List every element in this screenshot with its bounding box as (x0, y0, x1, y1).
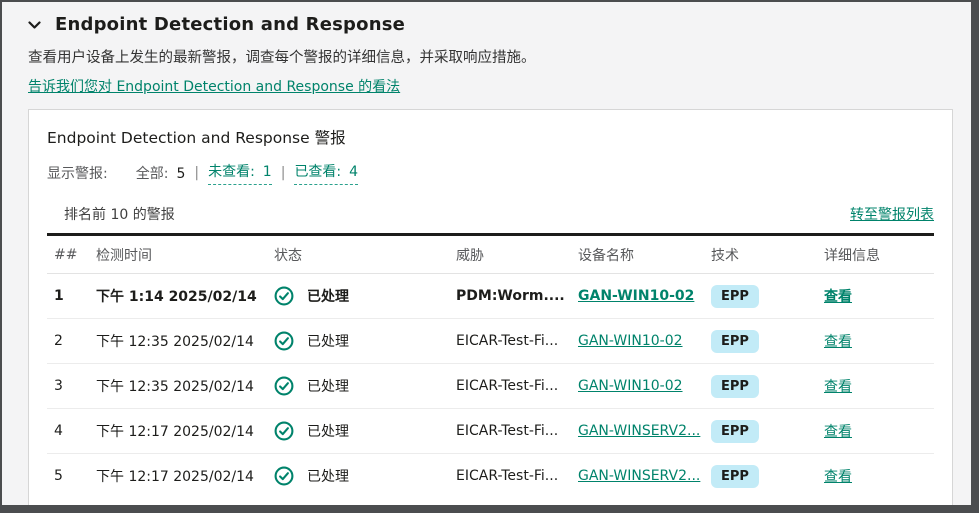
technology-badge: EPP (711, 284, 759, 308)
technology-badge: EPP (711, 464, 759, 488)
view-details-link[interactable]: 查看 (824, 334, 852, 350)
technology-badge: EPP (711, 419, 759, 443)
alert-status-label: 已处理 (307, 424, 349, 440)
filter-unviewed-count: 1 (262, 164, 272, 180)
chevron-down-icon[interactable] (28, 21, 41, 30)
alert-status-label: 已处理 (307, 469, 349, 485)
technology-badge: EPP (711, 374, 759, 398)
alert-threat: EICAR-Test-Fi... (456, 378, 559, 394)
filter-all[interactable]: 全部: 5 (135, 166, 186, 182)
alert-detect-time: 下午 12:35 2025/02/14 (96, 379, 254, 395)
go-to-alert-list-link[interactable]: 转至警报列表 (850, 207, 934, 223)
card-title: Endpoint Detection and Response 警报 (47, 129, 346, 147)
alerts-table: ## 检测时间 状态 威胁 设备名称 技术 详细信息 1 下午 1:14 202… (47, 233, 934, 498)
column-header-device: 设备名称 (578, 247, 634, 264)
table-header-row: ## 检测时间 状态 威胁 设备名称 技术 详细信息 (47, 236, 934, 273)
alert-status: 已处理 (274, 376, 456, 396)
alert-threat: EICAR-Test-Fi... (456, 333, 559, 349)
alert-status-label: 已处理 (307, 289, 349, 305)
technology-badge: EPP (711, 329, 759, 353)
check-circle-icon (274, 421, 294, 441)
column-header-tech: 技术 (711, 247, 739, 264)
alert-status-label: 已处理 (307, 334, 349, 350)
view-details-link[interactable]: 查看 (824, 379, 852, 395)
device-name-link[interactable]: GAN-WINSERV2... (578, 423, 701, 439)
column-header-status: 状态 (274, 247, 302, 264)
filter-all-count: 5 (176, 166, 186, 182)
view-details-link[interactable]: 查看 (824, 469, 852, 485)
alert-threat: PDM:Worm.... (456, 288, 565, 304)
table-row: 3 下午 12:35 2025/02/14 已处理 EICAR-Test-Fi.… (47, 363, 934, 408)
alert-status: 已处理 (274, 331, 456, 351)
check-circle-icon (274, 331, 294, 351)
alert-number: 1 (54, 288, 64, 304)
device-name-link[interactable]: GAN-WINSERV2... (578, 468, 701, 484)
table-row: 2 下午 12:35 2025/02/14 已处理 EICAR-Test-Fi.… (47, 318, 934, 363)
check-circle-icon (274, 286, 294, 306)
alert-detect-time: 下午 1:14 2025/02/14 (96, 289, 257, 305)
section-title: Endpoint Detection and Response (55, 14, 406, 35)
alert-status: 已处理 (274, 286, 456, 306)
edr-alerts-card: Endpoint Detection and Response 警报 显示警报:… (28, 109, 953, 505)
alert-status: 已处理 (274, 466, 456, 486)
filter-label: 显示警报: (47, 166, 108, 182)
table-caption: 排名前 10 的警报 (64, 207, 175, 223)
filter-unviewed[interactable]: 未查看: 1 (208, 161, 272, 185)
alert-number: 4 (54, 423, 63, 439)
alert-number: 2 (54, 333, 63, 349)
column-header-details: 详细信息 (824, 247, 880, 264)
alerts-filter-bar: 显示警报: 全部: 5 | 未查看: 1 | 已查看: 4 (47, 161, 934, 185)
alert-status-label: 已处理 (307, 379, 349, 395)
filter-separator: | (194, 165, 200, 181)
filter-viewed-count: 4 (349, 164, 359, 180)
column-header-time: 检测时间 (96, 247, 152, 264)
alert-detect-time: 下午 12:17 2025/02/14 (96, 469, 254, 485)
section-description: 查看用户设备上发生的最新警报，调查每个警报的详细信息，并采取响应措施。 (28, 50, 536, 66)
column-header-num: ## (54, 246, 78, 263)
alert-threat: EICAR-Test-Fi... (456, 423, 559, 439)
device-name-link[interactable]: GAN-WIN10-02 (578, 378, 683, 394)
alert-threat: EICAR-Test-Fi... (456, 468, 559, 484)
section-header-edr[interactable]: Endpoint Detection and Response (28, 14, 947, 35)
filter-separator: | (280, 165, 286, 181)
alert-status: 已处理 (274, 421, 456, 441)
filter-viewed[interactable]: 已查看: 4 (294, 161, 359, 185)
table-toolbar: 排名前 10 的警报 转至警报列表 (47, 204, 934, 224)
column-header-threat: 威胁 (456, 247, 484, 264)
alert-detect-time: 下午 12:17 2025/02/14 (96, 424, 254, 440)
alert-number: 3 (54, 378, 63, 394)
device-name-link[interactable]: GAN-WIN10-02 (578, 333, 683, 349)
table-row: 5 下午 12:17 2025/02/14 已处理 EICAR-Test-Fi.… (47, 453, 934, 498)
alert-detect-time: 下午 12:35 2025/02/14 (96, 334, 254, 350)
view-details-link[interactable]: 查看 (824, 424, 852, 440)
device-name-link[interactable]: GAN-WIN10-02 (578, 288, 695, 304)
view-details-link[interactable]: 查看 (824, 289, 852, 305)
alerts-table-body: 1 下午 1:14 2025/02/14 已处理 PDM:Worm.... GA… (47, 273, 934, 498)
check-circle-icon (274, 376, 294, 396)
table-row: 4 下午 12:17 2025/02/14 已处理 EICAR-Test-Fi.… (47, 408, 934, 453)
alert-number: 5 (54, 468, 63, 484)
table-row: 1 下午 1:14 2025/02/14 已处理 PDM:Worm.... GA… (47, 273, 934, 318)
feedback-link[interactable]: 告诉我们您对 Endpoint Detection and Response 的… (28, 79, 401, 95)
check-circle-icon (274, 466, 294, 486)
